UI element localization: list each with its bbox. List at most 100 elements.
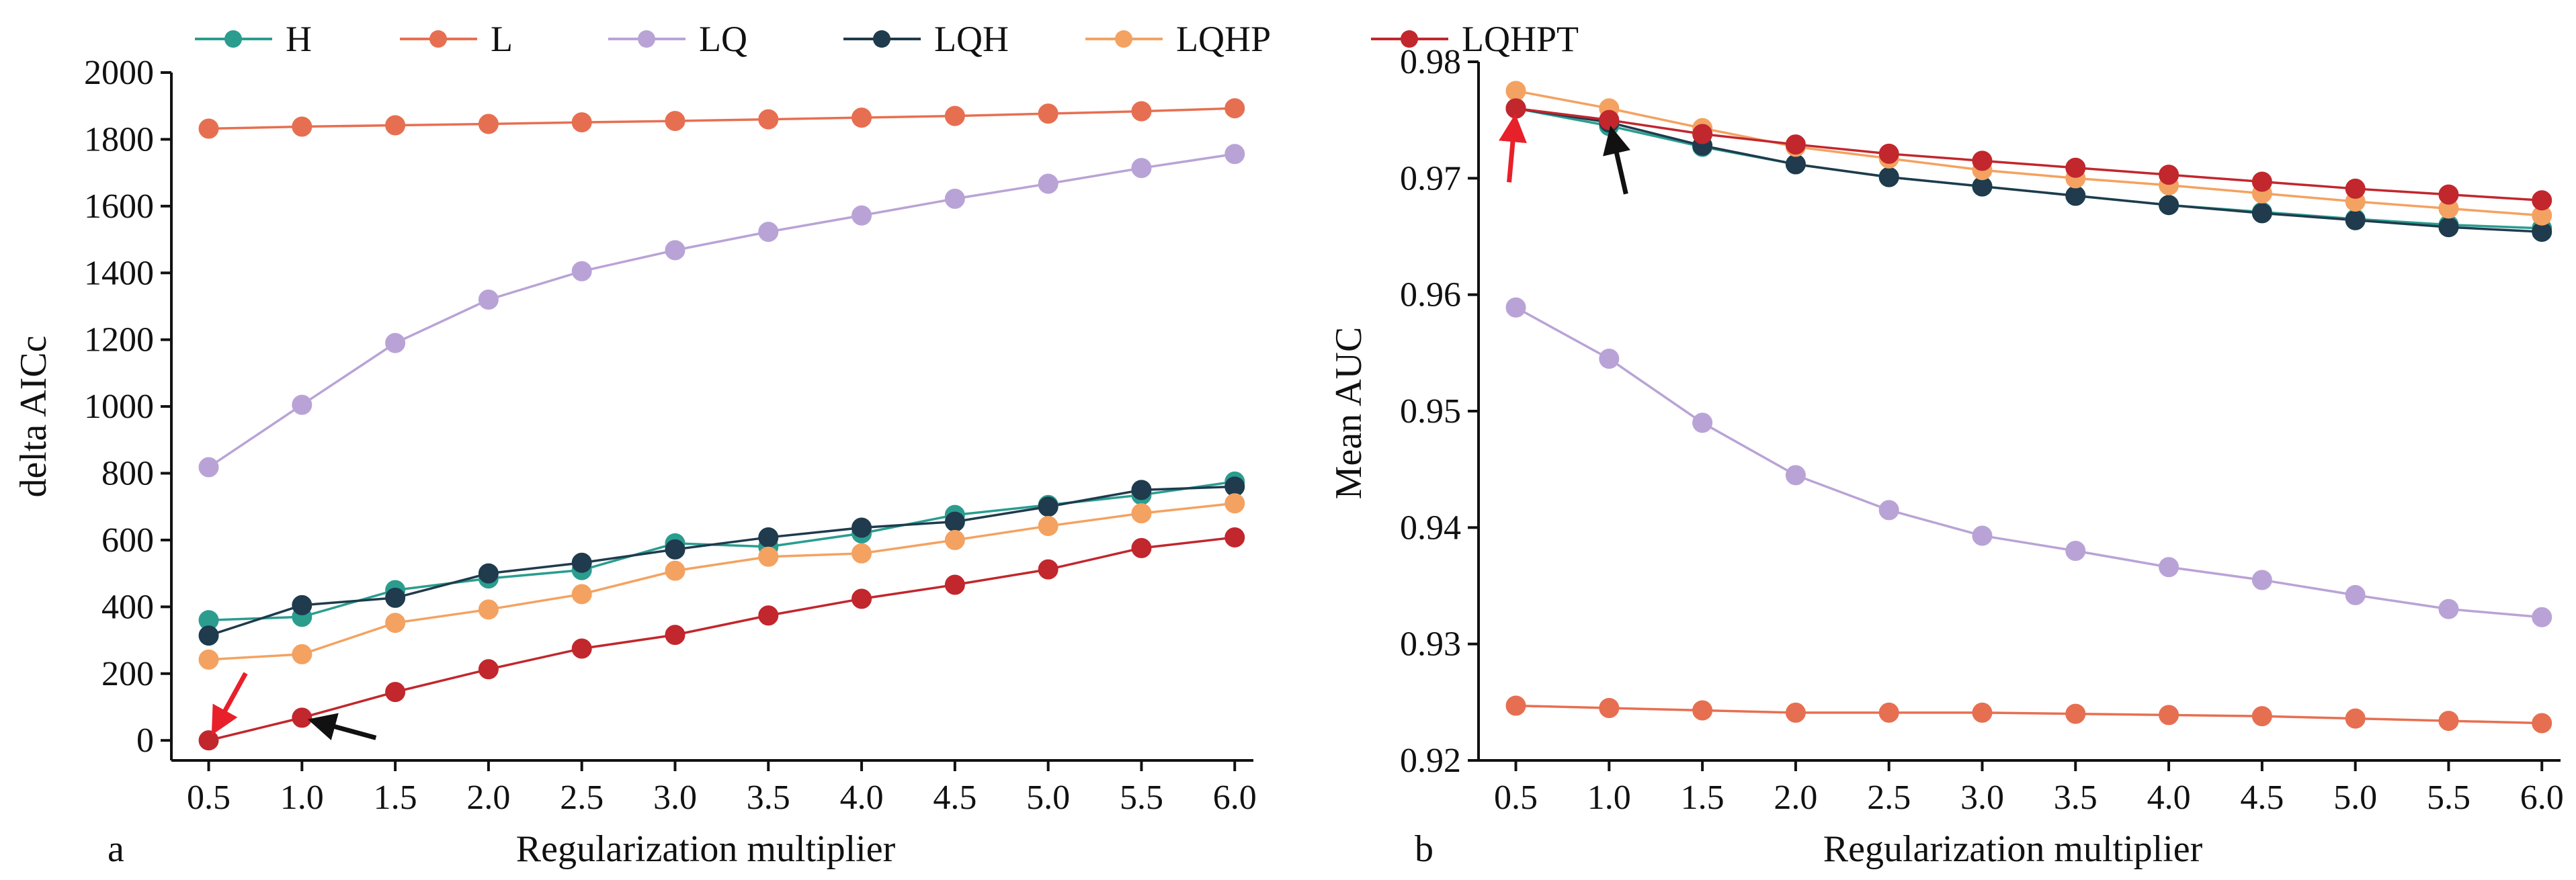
panel-a-x-tick-label: 4.0 <box>840 779 884 817</box>
panel-a-y-tick-label: 200 <box>101 655 154 693</box>
panel-a-series-lqh-point <box>385 587 406 608</box>
panel-a-axes: 0 200 400 600 800 1000 1200 1400 1600 1800 2000 0.5… <box>84 54 1257 817</box>
panel-a-series-lqhp-point <box>1038 516 1058 537</box>
panel-a-series-l-point <box>851 107 872 128</box>
panel-a-y-tick-label: 0 <box>136 721 154 760</box>
panel-a-series-lqh-point <box>292 595 313 615</box>
panel-a-series-l-point <box>758 109 779 130</box>
panel-a-series-lqhp-point <box>198 649 219 670</box>
panel-b-series-h-line <box>1515 107 2542 230</box>
legend-lq-marker <box>638 30 655 48</box>
panel-b-x-tick-label: 5.5 <box>2427 779 2470 817</box>
panel-b-series-l-point <box>2065 703 2086 724</box>
panel-a-series-lqhpt-point <box>851 588 872 609</box>
panel-a-chart: 0 200 400 600 800 1000 1200 1400 1600 1800 2000 0.5… <box>13 54 1257 870</box>
panel-a-x-tick-label: 1.5 <box>374 779 417 817</box>
panel-b-series-l-point <box>2251 706 2272 727</box>
panel-a-series-l-point <box>665 111 685 132</box>
panel-a-series-lqhp-point <box>478 599 499 620</box>
panel-b-series-lq-point <box>2345 584 2366 605</box>
legend-lq-label: LQ <box>699 19 747 59</box>
panel-b-x-tick-label: 6.0 <box>2520 779 2564 817</box>
panel-a-y-tick-label: 1400 <box>84 254 154 292</box>
panel-b-ylabel: Mean AUC <box>1328 327 1370 500</box>
panel-b-series-l-point <box>1972 702 1993 723</box>
panel-a-series-l-point <box>478 114 499 134</box>
panel-a-series <box>198 98 1245 751</box>
panel-b-y-tick-label: 0.97 <box>1400 159 1461 197</box>
panel-b-series-lq-point <box>2251 570 2272 590</box>
panel-b-axes: 0.92 0.93 0.94 0.95 0.96 0.97 0.98 0.5 1.0 1.5 2.0… <box>1400 43 2564 817</box>
panel-a-series-lqh-point <box>571 552 592 573</box>
panel-a-series-lqhp-point <box>292 644 313 664</box>
legend-lqh-label: LQH <box>934 19 1009 59</box>
panel-b-series-lqhpt-point <box>1599 109 1620 130</box>
panel-b-x-tick-label: 5.0 <box>2333 779 2377 817</box>
panel-a-series-l-line <box>208 107 1235 130</box>
panel-a-series-l-point <box>944 105 965 126</box>
panel-a-y-tick-label: 2000 <box>84 54 154 92</box>
panel-a-series-lqhp-line <box>208 502 1235 661</box>
panel-b-y-tick-label: 0.93 <box>1400 625 1461 664</box>
panel-a-ylabel: delta AICc <box>13 335 54 497</box>
panel-b-series-lqhpt-point <box>2065 157 2086 178</box>
panel-a-series-lq-point <box>1038 173 1058 194</box>
panel-a-series-lqhpt-point <box>478 659 499 680</box>
panel-a-series-lqh-line <box>208 485 1235 637</box>
panel-a-series-lqh-point <box>1038 496 1058 517</box>
legend-h-marker <box>224 30 242 48</box>
panel-a-series-lqh-point <box>478 563 499 584</box>
panel-b-series-lqh-line <box>1515 107 2542 233</box>
panel-b-y-tick-label: 0.94 <box>1400 509 1461 547</box>
panel-a-x-tick-label: 6.0 <box>1213 779 1257 817</box>
panel-b-series-lqhp-point <box>1505 81 1526 101</box>
panel-a-series-lqh-point <box>1224 476 1245 497</box>
panel-b-series-lq-point <box>1785 465 1806 486</box>
panel-b-series-l-point <box>2159 705 2179 725</box>
panel-a-series-lqhpt-point <box>571 638 592 659</box>
legend-lqhpt-marker <box>1401 30 1418 48</box>
panel-a-series-lqhp-point <box>571 584 592 605</box>
panel-a-x-tick-label: 2.0 <box>466 779 510 817</box>
panel-b-series-lqhpt-point <box>2438 184 2459 205</box>
legend-l-label: L <box>491 19 513 59</box>
panel-a-series-l-point <box>292 116 313 137</box>
panel-a-y-tick-label: 800 <box>101 455 154 493</box>
panel-b-x-tick-label: 2.5 <box>1867 779 1911 817</box>
panel-a-series-lqhpt-point <box>292 707 313 728</box>
panel-b-series-lqhpt-point <box>1785 134 1806 155</box>
panel-a-series-lq-point <box>1131 158 1152 179</box>
panel-a-series-lqhp-point <box>944 529 965 550</box>
panel-b-x-tick-label: 4.5 <box>2240 779 2284 817</box>
panel-b-x-tick-label: 1.0 <box>1587 779 1631 817</box>
panel-b-series-lqhpt-point <box>1692 124 1713 144</box>
panel-a-x-tick-label: 3.0 <box>653 779 697 817</box>
panel-a-series-lq-point <box>944 188 965 209</box>
panel-a-series-l-point <box>1038 103 1058 124</box>
panel-b-series-l-point <box>1692 700 1713 721</box>
panel-a-series-lq-point <box>571 261 592 281</box>
panel-a-black-arrow <box>307 713 377 741</box>
legend-l-marker <box>429 30 447 48</box>
panel-b-series-lqh-point <box>2065 185 2086 206</box>
panel-a-series-lq-point <box>758 222 779 243</box>
panel-b-series-lqh-point <box>2345 210 2366 230</box>
panel-a-series-l-point <box>571 112 592 133</box>
panel-a-x-tick-label: 4.5 <box>933 779 977 817</box>
panel-b-series-lq-line <box>1515 306 2542 619</box>
panel-a-series-lq-point <box>385 333 406 353</box>
panel-a-series-lqhpt-point <box>198 730 219 751</box>
panel-a-series-l-point <box>198 118 219 139</box>
panel-b-series-lq-point <box>2159 557 2179 578</box>
panel-b-chart: 0.92 0.93 0.94 0.95 0.96 0.97 0.98 0.5 1.0 1.5 2.0… <box>1328 43 2564 870</box>
panel-b-series-lqh-point <box>1878 167 1899 187</box>
panel-b-series-lqh-point <box>1785 154 1806 175</box>
panel-a-series-lqhp-point <box>1131 503 1152 524</box>
panel-b-series-l-point <box>2345 708 2366 729</box>
panel-b-series-lq-point <box>1972 525 1993 546</box>
panel-a-series-lqh-point <box>758 527 779 547</box>
panel-b-series-lq-point <box>1505 297 1526 318</box>
panel-a-series-lq-point <box>478 290 499 310</box>
panel-a-xlabel: Regularization multiplier <box>516 828 896 870</box>
panel-b-series-lqhpt-point <box>1878 143 1899 164</box>
